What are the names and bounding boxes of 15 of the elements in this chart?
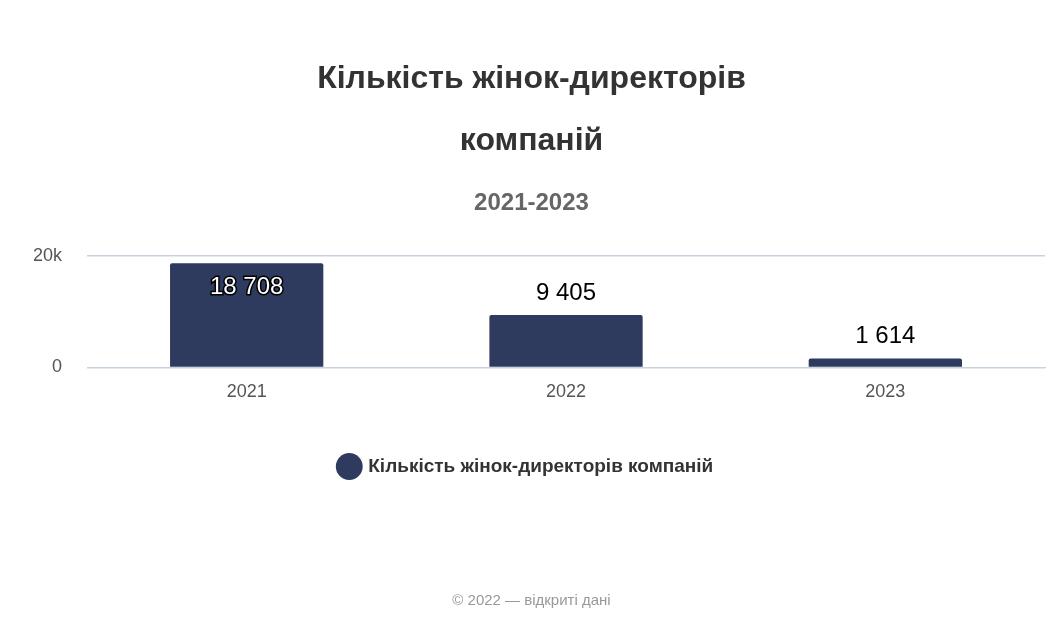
data-label: 18 708 [209, 271, 284, 299]
bar [170, 263, 324, 367]
data-label: 1 614 [855, 321, 916, 349]
chart-title: Кількість жінок-директорів компаній [316, 58, 747, 159]
text: © 2022 — відкриті дані [451, 591, 612, 608]
x-tick-label: 2021 [226, 381, 267, 402]
x-tick-label: 2023 [865, 381, 906, 402]
legend-label: Кількість жінок-директорів компаній [368, 454, 714, 476]
y-tick-label: 0 [52, 356, 63, 377]
y-tick-label: 20k [32, 244, 64, 265]
bar [808, 358, 962, 367]
data-label: 9 405 [535, 277, 597, 305]
chart-subtitle: 2021-2023 [473, 188, 590, 216]
x-tick-label: 2022 [545, 381, 587, 402]
bar [489, 315, 643, 367]
